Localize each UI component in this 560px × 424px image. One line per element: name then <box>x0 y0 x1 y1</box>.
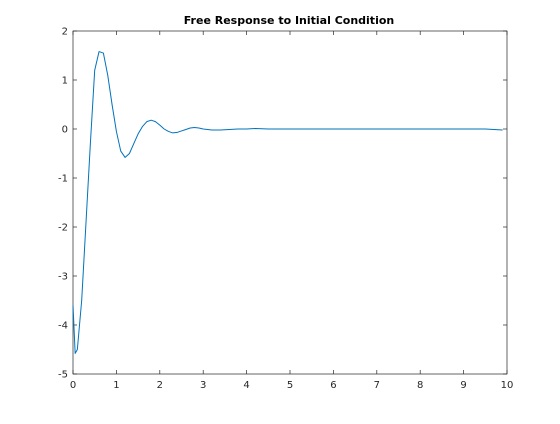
series-line <box>72 51 503 354</box>
x-tick-label: 10 <box>501 380 514 391</box>
x-tick-label: 9 <box>460 380 466 391</box>
x-tick-label: 1 <box>113 380 119 391</box>
y-tick-label: -4 <box>58 321 68 332</box>
y-tick-label: -2 <box>58 223 68 234</box>
y-tick-label: -3 <box>58 272 68 283</box>
axis-ticks <box>72 30 508 375</box>
x-tick-label: 7 <box>374 380 380 391</box>
y-tick-label: -5 <box>58 370 68 381</box>
y-tick-label: 1 <box>62 76 68 87</box>
y-tick-label: 0 <box>62 125 68 136</box>
axis-tick-labels: 0 1 2 3 4 5 6 7 8 9 10 -5 -4 -3 -2 -1 0 1 2 <box>58 27 513 392</box>
x-tick-label: 0 <box>70 380 76 391</box>
x-tick-label: 3 <box>200 380 206 391</box>
x-tick-label: 5 <box>287 380 293 391</box>
series-group <box>72 51 503 354</box>
chart-title: Free Response to Initial Condition <box>184 14 394 27</box>
x-tick-label: 8 <box>417 380 423 391</box>
x-tick-label: 6 <box>330 380 336 391</box>
x-tick-label: 2 <box>157 380 163 391</box>
y-tick-label: -1 <box>58 174 68 185</box>
x-tick-label: 4 <box>243 380 249 391</box>
y-tick-label: 2 <box>62 27 68 38</box>
plot-area <box>72 30 508 375</box>
